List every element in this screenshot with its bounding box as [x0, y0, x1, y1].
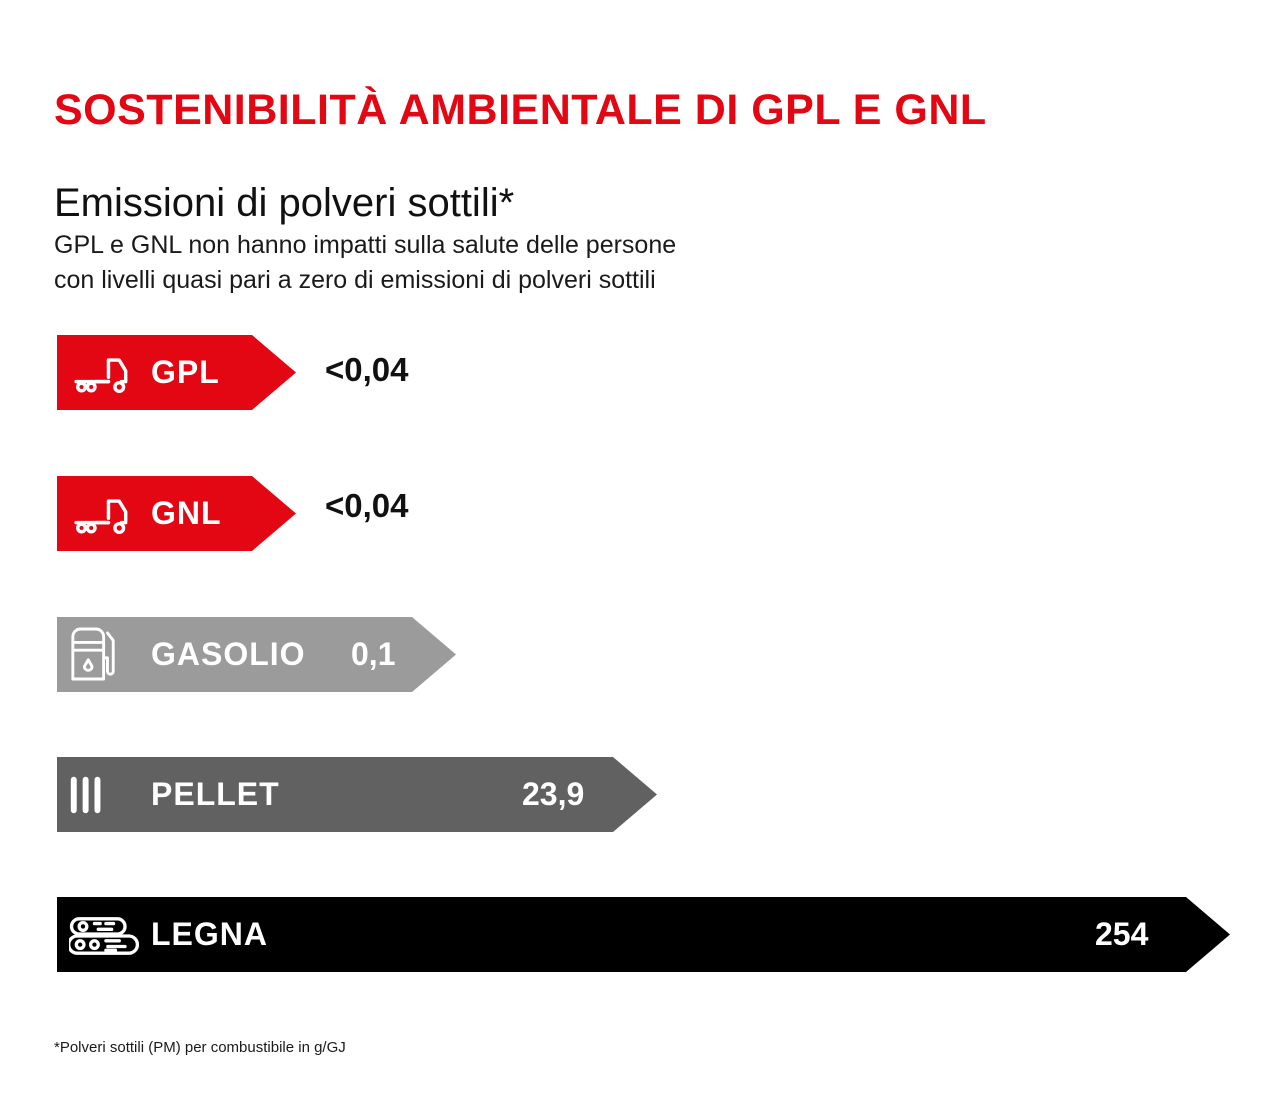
bar-value-legna: 254	[1095, 916, 1149, 952]
chart-title: SOSTENIBILITÀ AMBIENTALE DI GPL E GNL	[54, 86, 987, 134]
bar-gasolio: GASOLIO 0,1	[57, 617, 456, 692]
bar-label: PELLET	[151, 776, 280, 812]
chart-subtitle: Emissioni di polveri sottili*	[54, 181, 515, 225]
truck-icon	[74, 499, 128, 535]
chart-description: GPL e GNL non hanno impatti sulla salute…	[54, 228, 676, 298]
bar-value-gasolio: 0,1	[351, 636, 396, 672]
bar-label: GASOLIO	[151, 636, 306, 672]
truck-icon	[74, 358, 128, 394]
bar-label: GNL	[151, 495, 222, 531]
fuel-pump-icon	[71, 627, 115, 681]
logs-icon	[69, 917, 139, 955]
bar-legna: LEGNA 254	[57, 897, 1230, 972]
description-line-2: con livelli quasi pari a zero di emissio…	[54, 266, 656, 294]
bar-label: GPL	[151, 354, 220, 390]
bar-gpl: GPL	[57, 335, 296, 410]
description-line-1: GPL e GNL non hanno impatti sulla salute…	[54, 231, 677, 259]
bar-value-pellet: 23,9	[522, 776, 585, 812]
bar-gnl: GNL	[57, 476, 296, 551]
footnote: *Polveri sottili (PM) per combustibile i…	[54, 1039, 346, 1056]
bar-label: LEGNA	[151, 916, 268, 952]
bar-value-gpl: <0,04	[325, 351, 409, 388]
bar-pellet: PELLET 23,9	[57, 757, 657, 832]
pellet-icon	[70, 776, 101, 814]
bar-value-gnl: <0,04	[325, 487, 409, 524]
